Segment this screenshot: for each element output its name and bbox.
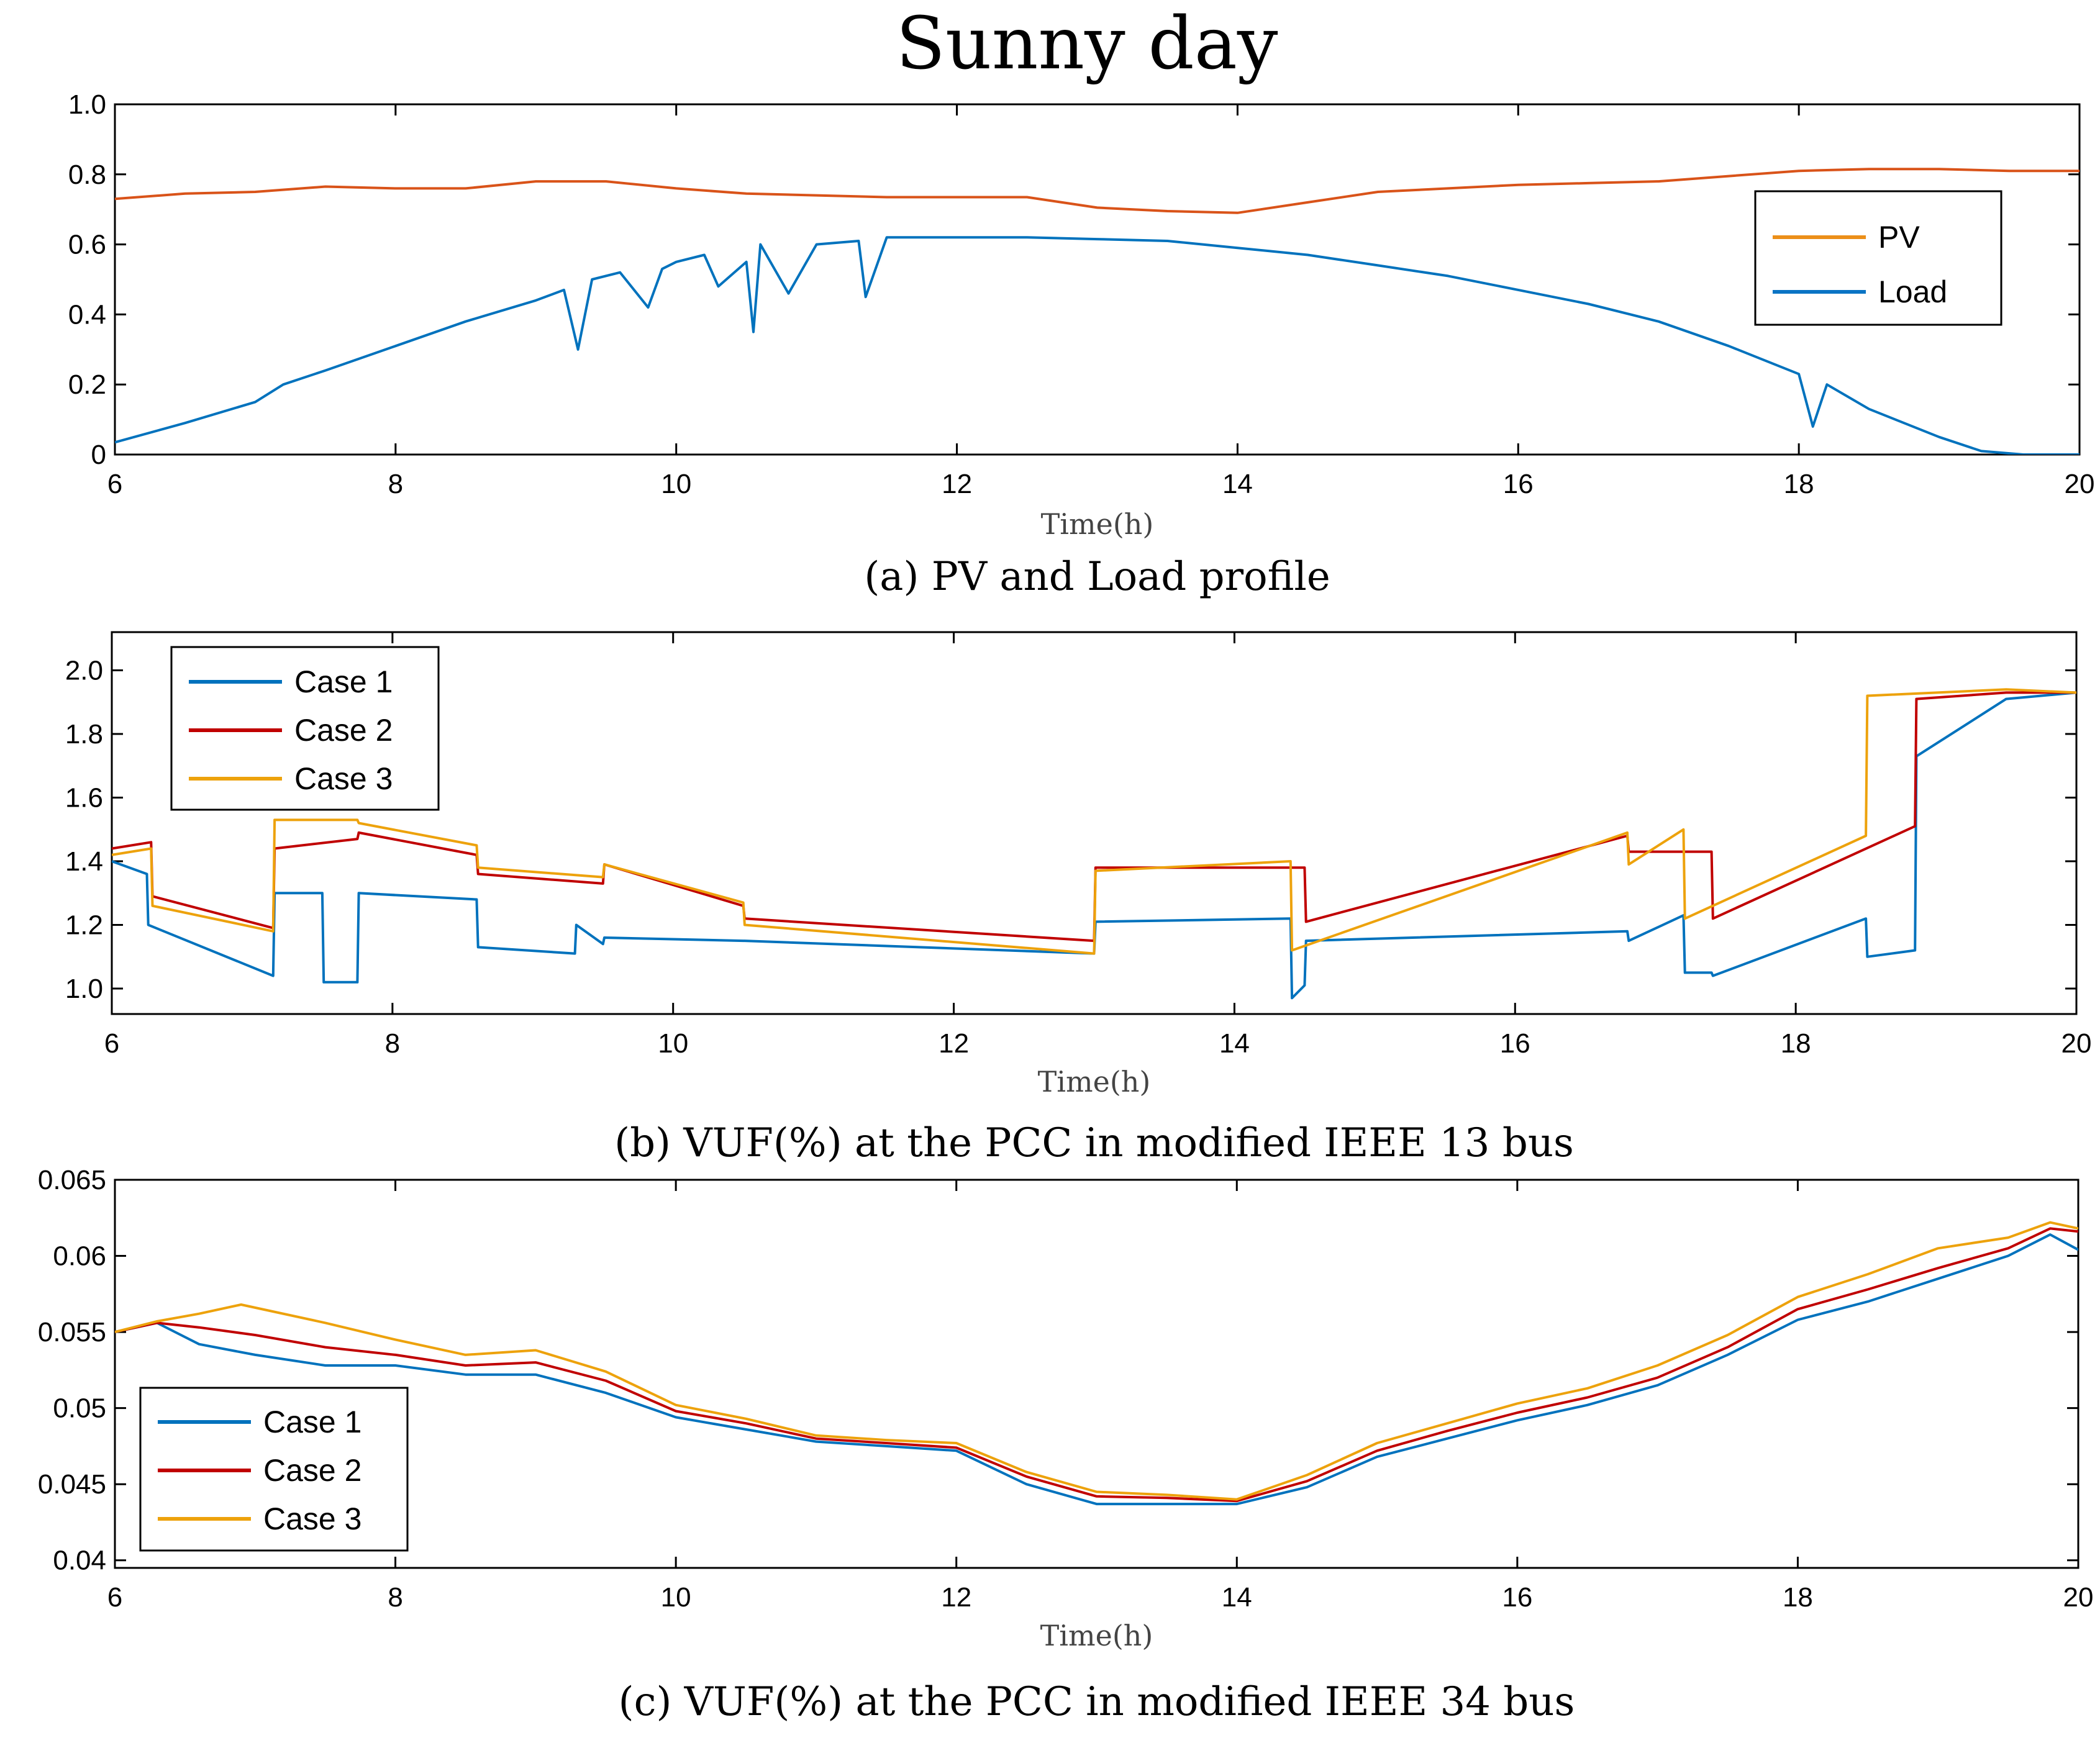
x-tick-label: 16: [1500, 1028, 1530, 1059]
x-tick-label: 12: [939, 1028, 969, 1059]
x-tick-label: 8: [388, 469, 403, 499]
y-tick-label: 0.4: [68, 299, 106, 330]
legend-label: Load: [1878, 274, 1947, 309]
x-tick-label: 8: [385, 1028, 400, 1059]
panel-b-vuf-13bus: 6 8 10 12 14 16 18 20 1.0 1.2 1.4 1.6 1.8 2.0 Time(h) (…: [65, 631, 2092, 1166]
y-tick-label: 0.04: [53, 1546, 106, 1576]
y-tick-label: 1.8: [65, 719, 103, 749]
y-tick-label: 0.6: [68, 230, 106, 260]
y-tick-label: 1.6: [65, 783, 103, 813]
panel-caption: (a) PV and Load profile: [864, 554, 1330, 600]
series-line-case-3: [115, 1221, 2078, 1501]
y-tick-label: 2.0: [65, 656, 103, 686]
y-tick-label: 0.06: [53, 1241, 106, 1272]
x-axis-title: Time(h): [1040, 1619, 1153, 1652]
panel-a-pv-load: 6 8 10 12 14 16 18 20 0 0.2 0.4 0.6 0.8 1.0 Time(h) (a)…: [68, 89, 2095, 600]
x-axis-title: Time(h): [1038, 1065, 1151, 1098]
x-tick-label: 6: [104, 1028, 119, 1059]
x-tick-label: 18: [1781, 1028, 1811, 1059]
series-line-load: [115, 236, 2080, 455]
plot-area: [114, 103, 2081, 456]
legend: PV Load: [1754, 190, 2002, 326]
x-tick-label: 14: [1222, 1582, 1252, 1613]
y-tick-label: 0.05: [53, 1393, 106, 1424]
x-tick-label: 20: [2065, 469, 2095, 499]
x-tick-label: 20: [2061, 1028, 2092, 1059]
legend-label: Case 2: [294, 713, 393, 748]
x-tick-label: 10: [661, 469, 691, 499]
series-group: [115, 1221, 2078, 1506]
x-tick-label: 8: [388, 1582, 402, 1613]
x-tick-label: 12: [942, 469, 972, 499]
y-tick-label: 1.0: [68, 89, 106, 120]
y-tick-label: 0.8: [68, 160, 106, 190]
y-tick-label: 1.0: [65, 974, 103, 1004]
figure-title: Sunny day: [896, 2, 1278, 86]
y-tick-label: 0.045: [38, 1469, 106, 1500]
x-tick-label: 6: [107, 469, 122, 499]
legend-label: Case 1: [294, 664, 393, 699]
x-tick-label: 16: [1502, 1582, 1532, 1613]
y-tick-label: 1.4: [65, 846, 103, 877]
series-line-case-2: [115, 1227, 2078, 1503]
legend: Case 1 Case 2 Case 3: [139, 1387, 409, 1552]
y-tick-label: 0.055: [38, 1317, 106, 1347]
x-tick-label: 18: [1784, 469, 1814, 499]
series-group: [115, 168, 2080, 455]
series-line-case-1: [115, 1233, 2078, 1506]
series-line-case-3: [112, 688, 2076, 955]
legend: Case 1 Case 2 Case 3: [170, 646, 440, 811]
x-tick-label: 12: [941, 1582, 971, 1613]
panel-caption: (c) VUF(%) at the PCC in modified IEEE 3…: [619, 1679, 1575, 1725]
series-line-pv: [115, 168, 2080, 214]
x-tick-label: 16: [1503, 469, 1534, 499]
y-tick-label: 0.065: [38, 1165, 106, 1195]
legend-label: Case 1: [263, 1405, 361, 1439]
x-axis-title: Time(h): [1041, 507, 1154, 541]
x-tick-label: 14: [1219, 1028, 1250, 1059]
y-tick-label: 0: [91, 440, 106, 470]
series-group: [112, 688, 2076, 1000]
x-tick-label: 10: [658, 1028, 688, 1059]
plot-area: [114, 1179, 2080, 1569]
legend-label: PV: [1878, 220, 1920, 255]
legend-label: Case 3: [263, 1501, 361, 1536]
x-tick-label: 10: [661, 1582, 691, 1613]
legend-label: Case 3: [294, 761, 393, 796]
legend-box: [1754, 190, 2002, 326]
y-tick-label: 1.2: [65, 910, 103, 941]
panel-c-vuf-34bus: 6 8 10 12 14 16 18 20 0.04 0.045 0.05 0.055 0.06 0.06…: [38, 1165, 2094, 1725]
x-tick-label: 6: [107, 1582, 122, 1613]
x-tick-label: 14: [1222, 469, 1253, 499]
y-tick-label: 0.2: [68, 369, 106, 400]
x-tick-label: 20: [2063, 1582, 2094, 1613]
legend-label: Case 2: [263, 1453, 361, 1488]
panel-caption: (b) VUF(%) at the PCC in modified IEEE 1…: [614, 1120, 1574, 1166]
x-tick-label: 18: [1783, 1582, 1813, 1613]
